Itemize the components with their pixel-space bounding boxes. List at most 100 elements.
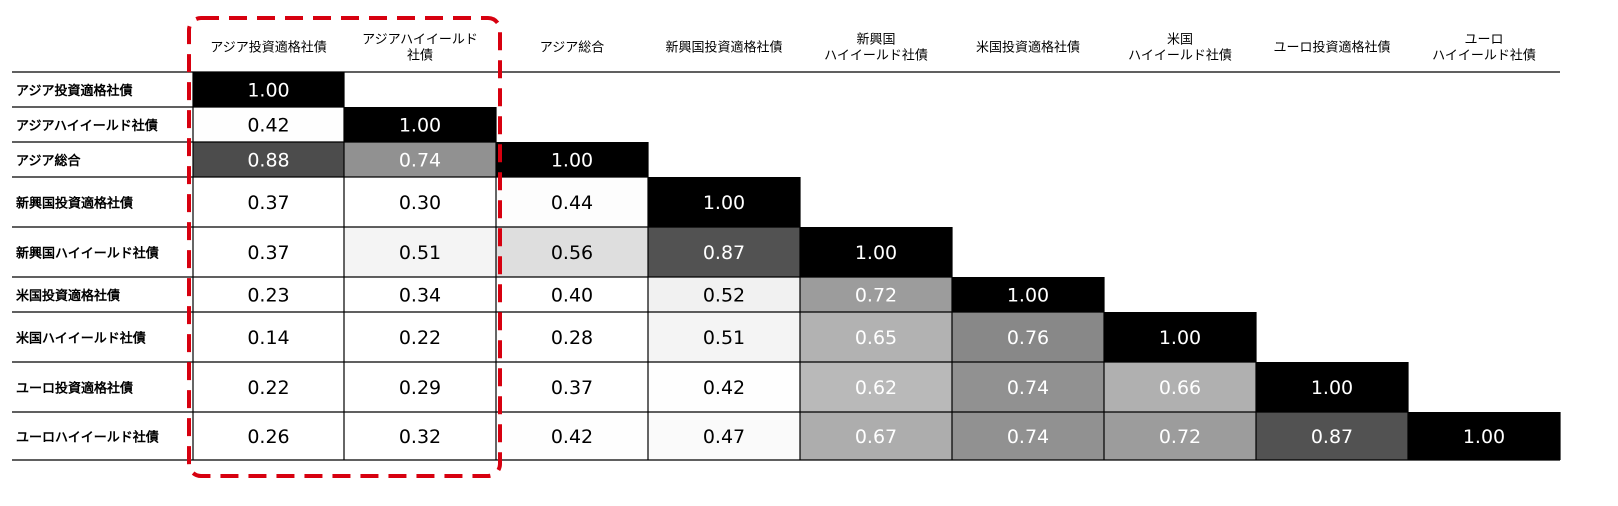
- row-label: 米国投資適格社債: [16, 288, 120, 304]
- cell-value: 1.00: [703, 192, 745, 214]
- heatmap-cell: [193, 277, 344, 312]
- heatmap-cell: [344, 312, 496, 362]
- column-label: 米国: [1167, 33, 1193, 48]
- grid-lines: [12, 71, 1561, 461]
- cell-value: 0.87: [703, 242, 745, 264]
- cell-value: 0.51: [399, 242, 441, 264]
- column-label: アジア総合: [540, 41, 604, 56]
- heatmap-cell: [1408, 412, 1560, 460]
- column-label: 新興国: [856, 32, 895, 48]
- heatmap-cell: [800, 227, 952, 277]
- heatmap-cell: [344, 277, 496, 312]
- cell-value: 0.22: [399, 327, 441, 349]
- row-label: 新興国ハイイールド社債: [16, 246, 159, 262]
- heatmap-cell: [952, 312, 1104, 362]
- cell-value: 0.74: [1007, 377, 1049, 399]
- cell-value: 0.66: [1159, 377, 1201, 399]
- column-label: ユーロ: [1464, 33, 1503, 48]
- cell-value: 0.72: [1159, 426, 1201, 448]
- cell-value: 0.88: [247, 150, 289, 172]
- heatmap-cell: [800, 362, 952, 412]
- heatmap-cell: [1256, 412, 1408, 460]
- column-label: ハイイールド社債: [824, 48, 928, 64]
- row-label: 新興国投資適格社債: [16, 196, 133, 212]
- cell-value: 0.34: [399, 285, 441, 307]
- cell-value: 0.62: [855, 377, 897, 399]
- heatmap-cell: [648, 277, 800, 312]
- row-label: ユーロハイイールド社債: [16, 430, 159, 446]
- heatmap-cell: [952, 412, 1104, 460]
- heatmap-cell: [648, 177, 800, 227]
- heatmap-cell: [496, 412, 648, 460]
- heatmap-cell: [193, 142, 344, 177]
- column-label: ハイイールド社債: [1128, 48, 1232, 64]
- column-label: ハイイールド社債: [1432, 48, 1536, 64]
- column-label: アジアハイイールド: [362, 33, 478, 48]
- cell-value: 0.76: [1007, 327, 1049, 349]
- column-label: 米国投資適格社債: [976, 40, 1080, 56]
- heatmap-cell: [648, 362, 800, 412]
- column-label: 新興国投資適格社債: [665, 40, 782, 56]
- column-label: アジア投資適格社債: [210, 40, 326, 56]
- heatmap-cell: [193, 362, 344, 412]
- heatmap-cell: [952, 362, 1104, 412]
- cell-value: 1.00: [1311, 377, 1353, 399]
- heatmap-cell: [496, 227, 648, 277]
- heatmap-cell: [193, 177, 344, 227]
- cell-value: 0.37: [551, 377, 593, 399]
- heatmap-cell: [496, 177, 648, 227]
- heatmap-cell: [193, 227, 344, 277]
- heatmap-cell: [1104, 362, 1256, 412]
- heatmap-cell: [800, 412, 952, 460]
- cell-value: 0.74: [1007, 426, 1049, 448]
- heatmap-cell: [952, 277, 1104, 312]
- row-label: アジアハイイールド社債: [16, 118, 158, 134]
- cell-value: 0.47: [703, 426, 745, 448]
- cell-value: 1.00: [247, 80, 289, 102]
- heatmap-cell: [496, 362, 648, 412]
- heatmap-cell: [193, 312, 344, 362]
- heatmap-cell: [344, 412, 496, 460]
- row-label: アジア投資適格社債: [16, 83, 132, 99]
- cell-value: 0.30: [399, 192, 441, 214]
- row-label: 米国ハイイールド社債: [16, 331, 146, 347]
- row-label: アジア総合: [16, 153, 81, 169]
- highlight-box: [187, 16, 502, 478]
- heatmap-cell: [800, 277, 952, 312]
- cell-value: 0.23: [247, 285, 289, 307]
- cell-value: 1.00: [855, 242, 897, 264]
- cell-value: 0.42: [703, 377, 745, 399]
- heatmap-cell: [496, 142, 648, 177]
- heatmap-cell: [344, 142, 496, 177]
- cell-value: 0.28: [551, 327, 593, 349]
- cell-value: 0.67: [855, 426, 897, 448]
- heatmap-cell: [1104, 312, 1256, 362]
- heatmap-cell: [1104, 412, 1256, 460]
- heatmap-cell: [344, 107, 496, 142]
- cell-value: 1.00: [399, 115, 441, 137]
- cell-value: 0.72: [855, 285, 897, 307]
- column-label: 社債: [407, 48, 433, 64]
- heatmap-cell: [344, 227, 496, 277]
- cell-value: 0.87: [1311, 426, 1353, 448]
- heatmap-cell: [496, 277, 648, 312]
- heatmap-cell: [344, 177, 496, 227]
- heatmap-cell: [344, 362, 496, 412]
- heatmap-cell: [193, 412, 344, 460]
- cell-value: 0.56: [551, 242, 593, 264]
- row-label: ユーロ投資適格社債: [16, 381, 133, 397]
- heatmap-cell: [800, 312, 952, 362]
- column-label: ユーロ投資適格社債: [1273, 40, 1390, 56]
- cell-value: 0.14: [247, 327, 289, 349]
- heatmap-cell: [193, 107, 344, 142]
- cell-value: 0.42: [551, 426, 593, 448]
- cell-value: 0.40: [551, 285, 593, 307]
- cell-value: 0.37: [247, 192, 289, 214]
- heatmap-cell: [496, 312, 648, 362]
- heatmap-cell: [193, 72, 344, 107]
- cell-value: 0.74: [399, 150, 441, 172]
- cell-value: 0.51: [703, 327, 745, 349]
- cell-value: 1.00: [1463, 426, 1505, 448]
